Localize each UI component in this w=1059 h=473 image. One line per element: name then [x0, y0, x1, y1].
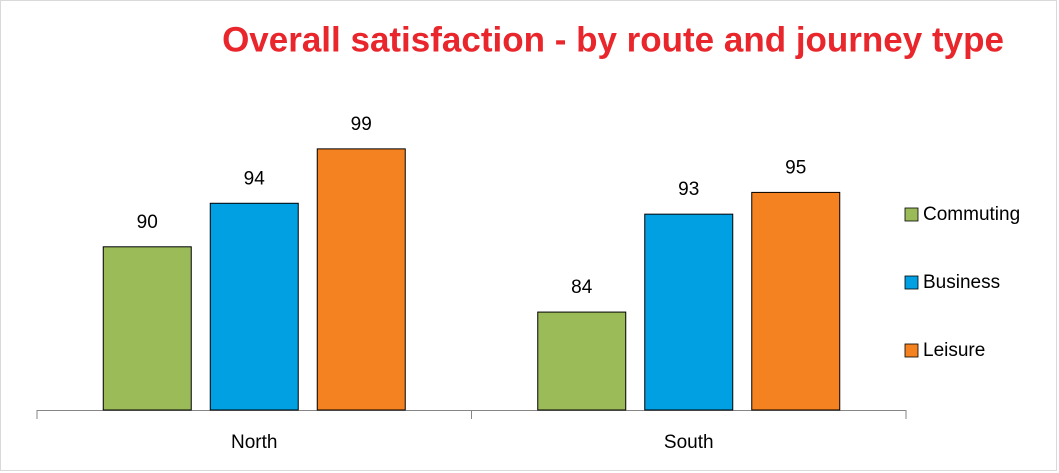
bar: [751, 191, 841, 411]
bar: [209, 202, 299, 411]
legend-label: Business: [923, 272, 1000, 293]
x-tick-label: South: [664, 432, 714, 453]
value-label: 93: [678, 179, 699, 200]
legend-label: Leisure: [923, 340, 985, 361]
bar: [316, 148, 406, 411]
legend-swatch: [904, 343, 919, 358]
legend-swatch: [904, 275, 919, 290]
legend-label: Commuting: [923, 204, 1020, 225]
value-label: 94: [244, 168, 266, 189]
bar: [102, 246, 192, 411]
x-tick-label: North: [231, 432, 277, 453]
bar: [644, 213, 734, 411]
value-label: 90: [137, 212, 158, 233]
chart-title: Overall satisfaction - by route and jour…: [222, 20, 1004, 59]
legend-swatch: [904, 207, 919, 222]
value-label: 95: [785, 157, 806, 178]
value-label: 99: [351, 114, 372, 135]
bar: [537, 311, 627, 411]
value-label: 84: [571, 277, 593, 298]
